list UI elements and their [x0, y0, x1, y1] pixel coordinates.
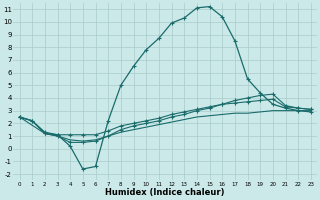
- X-axis label: Humidex (Indice chaleur): Humidex (Indice chaleur): [106, 188, 225, 197]
